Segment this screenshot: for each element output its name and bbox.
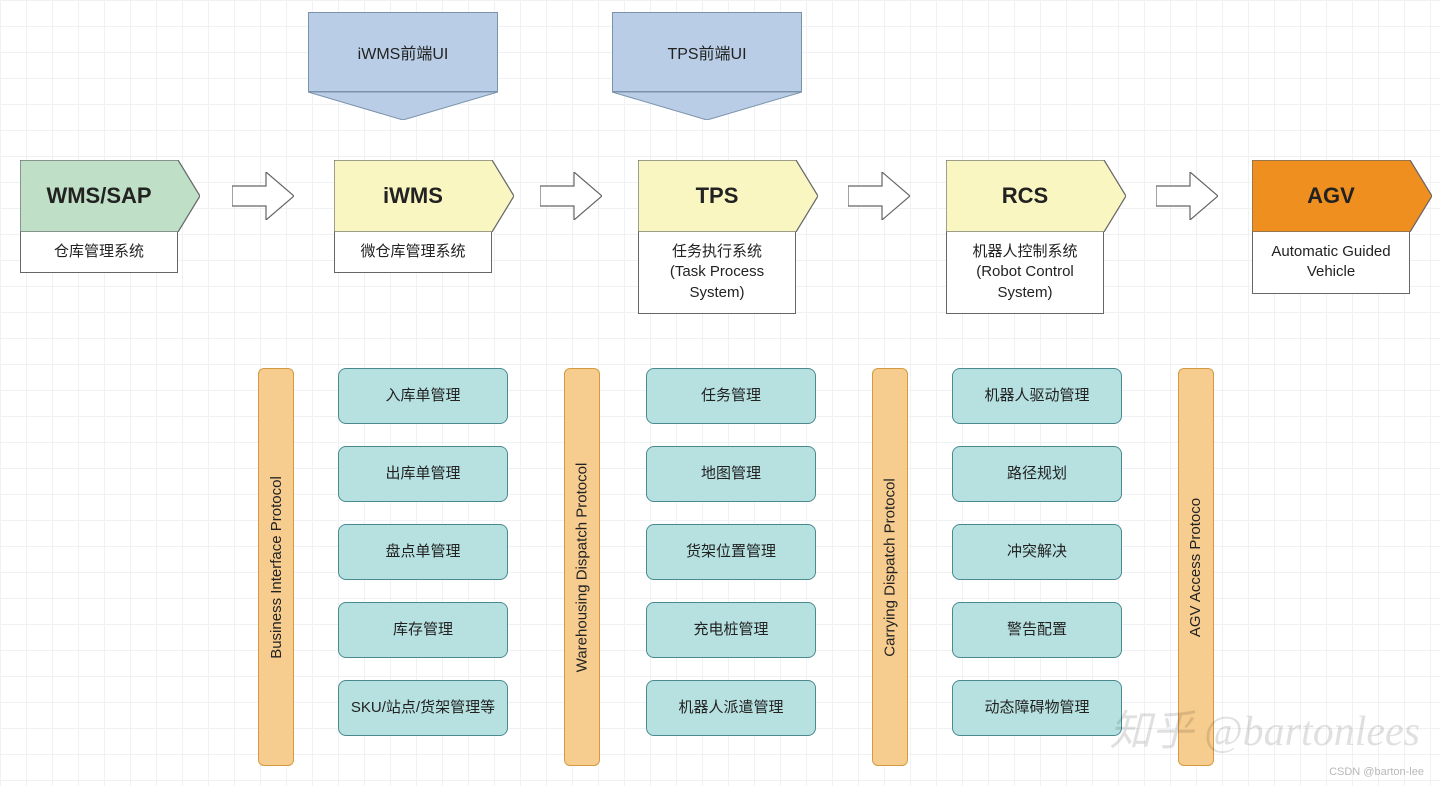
system-subtitle: 任务执行系统(Task Process System) xyxy=(638,232,796,314)
system-wms: WMS/SAP 仓库管理系统 xyxy=(20,160,200,273)
feature-item: 路径规划 xyxy=(952,446,1122,502)
protocol-whs: Warehousing Dispatch Protocol xyxy=(564,368,600,766)
system-head: TPS xyxy=(638,160,818,232)
ui-tab-iwms-ui: iWMS前端UI xyxy=(308,12,498,120)
flow-arrow-2 xyxy=(848,172,910,220)
system-subtitle: 机器人控制系统(Robot Control System) xyxy=(946,232,1104,314)
system-agv: AGV Automatic Guided Vehicle xyxy=(1252,160,1432,294)
feature-item: 盘点单管理 xyxy=(338,524,508,580)
system-title: iWMS xyxy=(334,160,514,232)
system-title: TPS xyxy=(638,160,818,232)
protocol-label: Business Interface Protocol xyxy=(268,476,285,659)
diagram-stage: iWMS前端UI TPS前端UI WMS/SAP 仓库管理系统 iWMS 微仓库… xyxy=(0,0,1440,786)
feature-item: 机器人驱动管理 xyxy=(952,368,1122,424)
system-head: WMS/SAP xyxy=(20,160,200,232)
feature-item: 出库单管理 xyxy=(338,446,508,502)
system-title: RCS xyxy=(946,160,1126,232)
feature-item: 任务管理 xyxy=(646,368,816,424)
feature-item: 冲突解决 xyxy=(952,524,1122,580)
system-head: RCS xyxy=(946,160,1126,232)
ui-tab-tps-ui: TPS前端UI xyxy=(612,12,802,120)
ui-tab-label: iWMS前端UI xyxy=(308,12,498,92)
system-rcs: RCS 机器人控制系统(Robot Control System) xyxy=(946,160,1126,314)
system-head: iWMS xyxy=(334,160,514,232)
system-head: AGV xyxy=(1252,160,1432,232)
protocol-label: Warehousing Dispatch Protocol xyxy=(574,462,591,672)
flow-arrow-0 xyxy=(232,172,294,220)
system-title: WMS/SAP xyxy=(20,160,200,232)
feature-column-rcs-feats: 机器人驱动管理路径规划冲突解决警告配置动态障碍物管理 xyxy=(952,368,1122,736)
feature-item: 入库单管理 xyxy=(338,368,508,424)
feature-item: 货架位置管理 xyxy=(646,524,816,580)
system-subtitle: 仓库管理系统 xyxy=(20,232,178,273)
flow-arrow-1 xyxy=(540,172,602,220)
feature-item: 警告配置 xyxy=(952,602,1122,658)
feature-item: SKU/站点/货架管理等 xyxy=(338,680,508,736)
feature-item: 充电桩管理 xyxy=(646,602,816,658)
protocol-agvp: AGV Access Protoco xyxy=(1178,368,1214,766)
system-iwms: iWMS 微仓库管理系统 xyxy=(334,160,514,273)
system-subtitle: Automatic Guided Vehicle xyxy=(1252,232,1410,294)
feature-item: 动态障碍物管理 xyxy=(952,680,1122,736)
protocol-carry: Carrying Dispatch Protocol xyxy=(872,368,908,766)
flow-arrow-3 xyxy=(1156,172,1218,220)
feature-column-iwms-feats: 入库单管理出库单管理盘点单管理库存管理 SKU/站点/货架管理等 xyxy=(338,368,508,736)
protocol-biz: Business Interface Protocol xyxy=(258,368,294,766)
feature-item: 库存管理 xyxy=(338,602,508,658)
ui-tab-label: TPS前端UI xyxy=(612,12,802,92)
protocol-label: AGV Access Protoco xyxy=(1188,497,1205,636)
system-title: AGV xyxy=(1252,160,1432,232)
system-tps: TPS 任务执行系统(Task Process System) xyxy=(638,160,818,314)
feature-item: 机器人派遣管理 xyxy=(646,680,816,736)
feature-column-tps-feats: 任务管理地图管理货架位置管理充电桩管理机器人派遣管理 xyxy=(646,368,816,736)
feature-item: 地图管理 xyxy=(646,446,816,502)
system-subtitle: 微仓库管理系统 xyxy=(334,232,492,273)
protocol-label: Carrying Dispatch Protocol xyxy=(882,478,899,656)
